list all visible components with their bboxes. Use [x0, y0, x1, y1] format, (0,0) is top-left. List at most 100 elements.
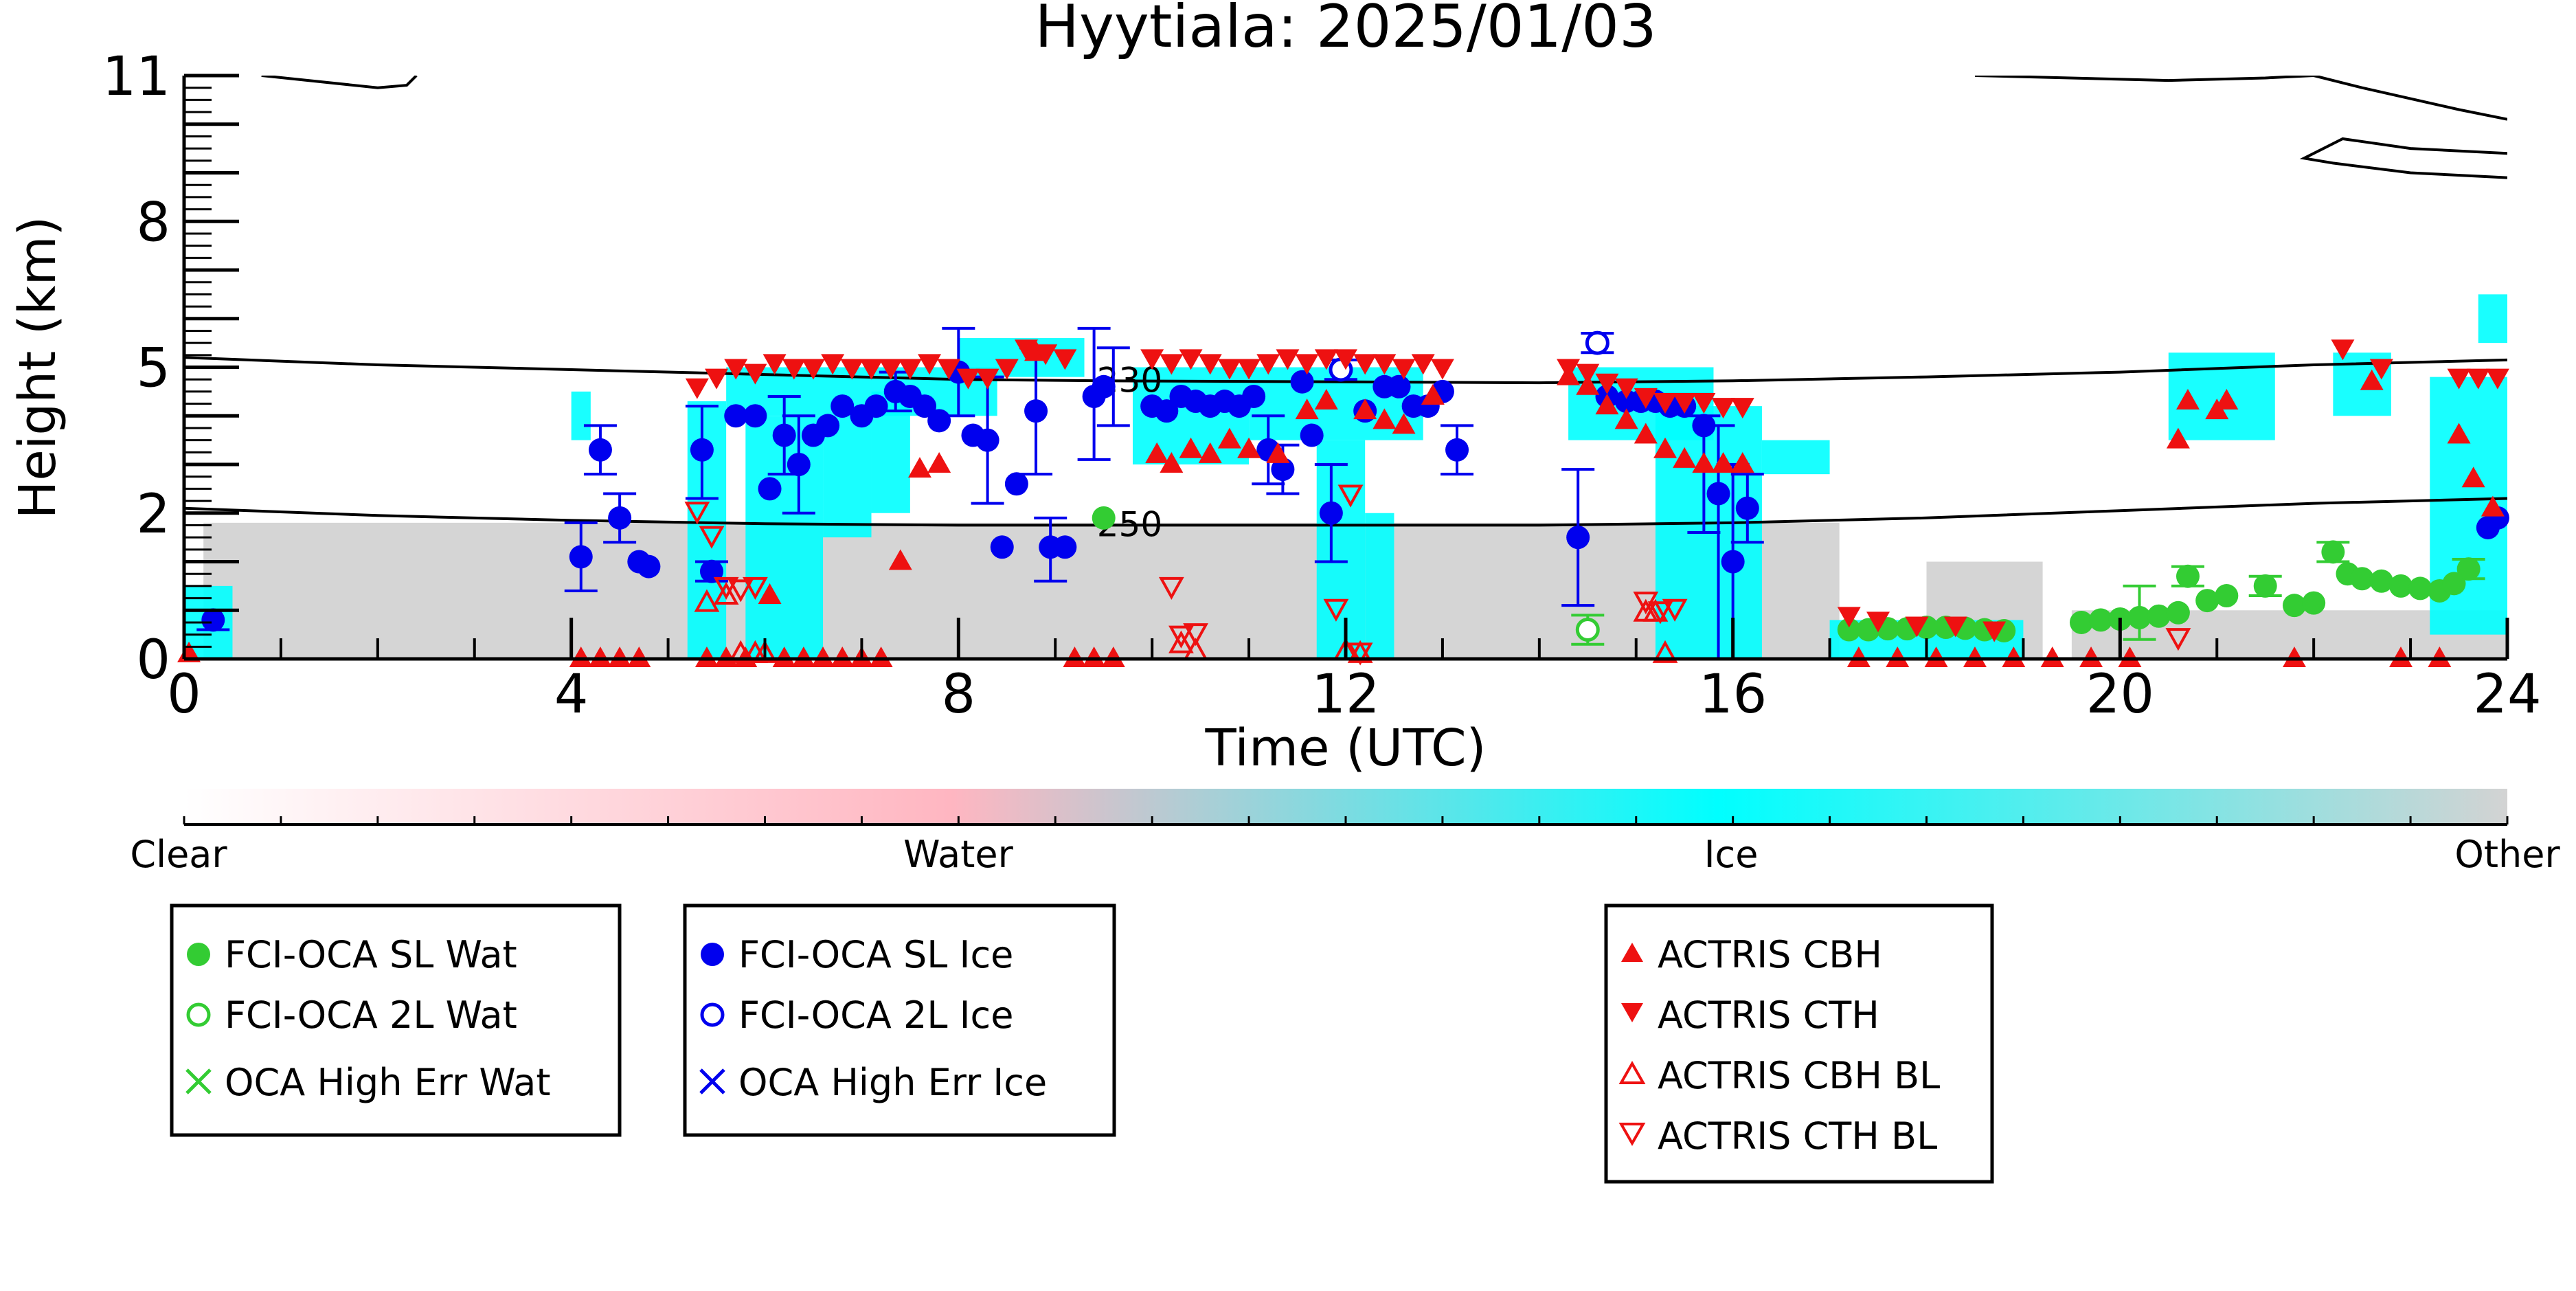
data-point: [713, 581, 739, 605]
data-point: [1735, 496, 1759, 520]
data-point: [1145, 442, 1169, 463]
data-point: [727, 640, 754, 663]
legend-entry: FCI-OCA 2L Ice: [700, 993, 1013, 1037]
y-ticks: 0 2 5 8 11: [102, 46, 239, 691]
data-point: [627, 647, 651, 667]
data-point: [1160, 452, 1184, 473]
data-point: [685, 378, 709, 399]
data-point: [1711, 452, 1735, 473]
data-point: [2456, 557, 2481, 581]
data-point: [1866, 611, 1890, 633]
data-point: [724, 359, 748, 380]
data-markers: [177, 330, 2509, 667]
legend-marker: [1618, 1123, 1646, 1147]
data-point: [758, 477, 782, 501]
legend-water: FCI-OCA SL Wat FCI-OCA 2L Wat OCA High E…: [170, 903, 622, 1137]
legend-label: ACTRIS CBH: [1658, 933, 1882, 976]
legend-marker: [1618, 1060, 1646, 1084]
data-point: [1387, 374, 1411, 398]
data-point: [2166, 600, 2190, 625]
data-point: [1158, 576, 1184, 600]
legend-marker: [701, 943, 724, 966]
data-point: [2369, 569, 2393, 593]
colorbar: Clear Water Ice Other: [130, 789, 2560, 876]
data-point: [758, 583, 782, 605]
data-point: [1063, 647, 1087, 667]
legend-label: ACTRIS CBH BL: [1658, 1054, 1940, 1097]
legend-marker: [1621, 1003, 1643, 1022]
x-tick-label: 12: [1311, 664, 1379, 726]
data-point: [1566, 526, 1590, 550]
legend-marker: [185, 1068, 212, 1094]
data-point: [2485, 368, 2509, 390]
x-tick-label: 4: [554, 664, 589, 726]
data-point: [2369, 359, 2393, 380]
data-point: [956, 368, 980, 390]
data-point: [2331, 339, 2355, 361]
data-point: [1614, 378, 1638, 399]
data-point: [608, 647, 632, 667]
data-point: [1411, 354, 1435, 375]
data-point: [1652, 640, 1678, 663]
data-point: [2176, 389, 2200, 410]
data-point: [569, 545, 593, 569]
data-point: [1217, 427, 1241, 449]
data-point: [1905, 616, 1929, 638]
y-tick-label: 11: [102, 46, 170, 108]
other-region: [203, 522, 1840, 659]
data-point: [1160, 354, 1184, 375]
data-point: [1014, 339, 1038, 361]
y-tick-label: 5: [136, 338, 170, 400]
x-tick-label: 0: [167, 664, 201, 726]
data-point: [713, 576, 739, 600]
chart-title: Hyytiala: 2025/01/03: [1035, 0, 1656, 61]
x-ticks: 0 4 8 12 16 20 24: [167, 618, 2542, 726]
y-tick-label: 0: [136, 629, 170, 691]
data-point: [727, 579, 754, 603]
data-point: [821, 354, 845, 375]
data-point: [1179, 349, 1203, 370]
data-point: [1837, 618, 1861, 642]
data-point: [1337, 484, 1364, 508]
ice-region: [2478, 294, 2507, 344]
data-point: [975, 368, 999, 390]
data-point: [1295, 398, 1319, 420]
data-point: [1642, 598, 1669, 622]
data-point: [2165, 628, 2191, 651]
data-point: [1101, 647, 1125, 667]
data-point: [569, 647, 593, 667]
data-point: [1943, 616, 1967, 638]
data-point: [1198, 354, 1222, 375]
data-point: [2282, 647, 2306, 667]
data-point: [743, 404, 767, 428]
data-point: [787, 453, 811, 476]
y-axis-label: Height (km): [8, 216, 67, 519]
y-tick-label: 2: [136, 484, 170, 546]
data-point: [1692, 414, 1716, 438]
colorbar-ticks: [183, 816, 2509, 824]
data-point: [859, 359, 883, 380]
legend-entry: ACTRIS CTH BL: [1618, 1114, 1937, 1158]
data-point: [1430, 359, 1454, 380]
data-point: [2447, 368, 2471, 390]
data-point: [816, 414, 840, 438]
data-point: [1595, 373, 1619, 394]
data-point: [1673, 447, 1697, 468]
data-point: [913, 394, 937, 418]
data-point: [1183, 623, 1208, 647]
data-point: [1585, 330, 1609, 355]
data-point: [684, 502, 710, 525]
colorbar-label-ice: Ice: [1704, 833, 1759, 876]
data-point: [1053, 349, 1077, 370]
data-point: [2089, 608, 2113, 632]
data-point: [762, 354, 787, 375]
data-point: [1372, 354, 1397, 375]
data-point: [1886, 647, 1910, 667]
data-point: [831, 647, 855, 667]
data-point: [1319, 501, 1343, 525]
data-point: [2360, 369, 2384, 390]
legend-ice: FCI-OCA SL Ice FCI-OCA 2L Ice OCA High E…: [683, 903, 1116, 1137]
legend-entry: FCI-OCA SL Ice: [701, 933, 1013, 976]
data-point: [2408, 576, 2432, 600]
legend-entry: ACTRIS CBH: [1621, 933, 1882, 976]
